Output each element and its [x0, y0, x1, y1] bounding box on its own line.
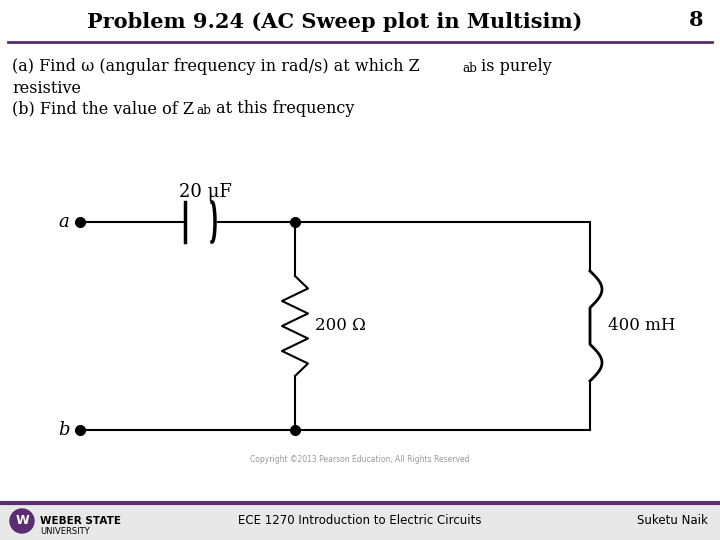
Text: 400 mH: 400 mH	[608, 318, 675, 334]
Text: 20 μF: 20 μF	[179, 183, 231, 201]
Circle shape	[10, 509, 34, 533]
Text: Problem 9.24 (AC Sweep plot in Multisim): Problem 9.24 (AC Sweep plot in Multisim)	[87, 12, 582, 32]
Text: W: W	[15, 515, 29, 528]
Text: b: b	[58, 421, 70, 439]
Text: 200 Ω: 200 Ω	[315, 318, 366, 334]
Text: (a) Find ω (angular frequency in rad/s) at which Z: (a) Find ω (angular frequency in rad/s) …	[12, 58, 420, 75]
Text: UNIVERSITY: UNIVERSITY	[40, 526, 89, 536]
Text: Suketu Naik: Suketu Naik	[637, 515, 708, 528]
Text: a: a	[58, 213, 69, 231]
Text: Copyright ©2013 Pearson Education, All Rights Reserved: Copyright ©2013 Pearson Education, All R…	[251, 456, 469, 464]
Text: ab: ab	[196, 104, 211, 117]
Text: 8: 8	[688, 10, 703, 30]
FancyBboxPatch shape	[0, 503, 720, 540]
Text: WEBER STATE: WEBER STATE	[40, 516, 121, 526]
Text: is purely: is purely	[476, 58, 552, 75]
Text: at this frequency: at this frequency	[211, 100, 354, 117]
Text: (b) Find the value of Z: (b) Find the value of Z	[12, 100, 194, 117]
Text: ab: ab	[462, 62, 477, 75]
Text: resistive: resistive	[12, 80, 81, 97]
Text: ECE 1270 Introduction to Electric Circuits: ECE 1270 Introduction to Electric Circui…	[238, 515, 482, 528]
